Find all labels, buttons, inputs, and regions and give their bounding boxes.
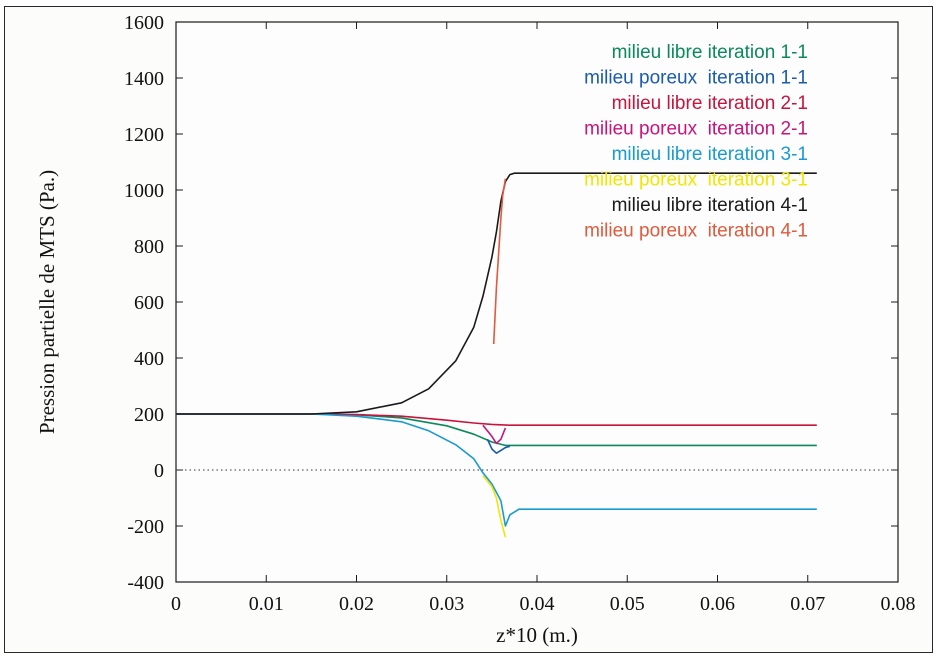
y-tick-label: 400 <box>134 348 164 370</box>
series-lines <box>176 172 817 538</box>
x-tick-label: 0.08 <box>881 593 916 615</box>
y-tick-label: 1200 <box>124 124 164 146</box>
y-tick-label: -200 <box>127 516 164 538</box>
series-line-7 <box>176 172 817 415</box>
x-tick-label: 0.03 <box>429 593 464 615</box>
plot-area <box>175 21 899 583</box>
y-tick-label: -400 <box>127 572 164 594</box>
y-tick-label: 200 <box>134 404 164 426</box>
x-tick-label: 0 <box>171 593 181 615</box>
series-line-8 <box>492 178 507 345</box>
legend-entry-3: milieu libre iteration 2-1 <box>612 93 808 114</box>
legend-entry-1: milieu libre iteration 1-1 <box>612 42 808 63</box>
legend-entry-6: milieu poreux iteration 3-1 <box>584 170 808 191</box>
legend-entry-8: milieu poreux iteration 4-1 <box>584 221 808 242</box>
y-tick-label: 0 <box>154 460 164 482</box>
y-tick-label: 1400 <box>124 68 164 90</box>
x-tick-label: 0.04 <box>520 593 555 615</box>
y-tick-label: 1600 <box>124 12 164 34</box>
legend-entry-2: milieu poreux iteration 1-1 <box>584 68 808 89</box>
y-tick-label: 600 <box>134 292 164 314</box>
y-tick-label: 800 <box>134 236 164 258</box>
series-line-4 <box>482 424 507 445</box>
y-tick-label: 1000 <box>124 180 164 202</box>
legend-entry-7: milieu libre iteration 4-1 <box>612 195 808 216</box>
x-tick-label: 0.07 <box>790 593 825 615</box>
axis-ticks: 0 0.01 0.02 0.03 0.04 0.05 0.06 0.07 0.08 -400 -20… <box>124 12 916 615</box>
series-line-2 <box>486 438 511 455</box>
x-axis-label: z*10 (m.) <box>496 623 578 647</box>
legend: milieu libre iteration 1-1 milieu poreux … <box>584 42 808 242</box>
y-axis-label: Pression partielle de MTS (Pa.) <box>35 170 59 434</box>
x-tick-label: 0.06 <box>700 593 735 615</box>
legend-entry-4: milieu poreux iteration 2-1 <box>584 119 808 140</box>
series-line-5 <box>176 413 817 527</box>
x-tick-label: 0.01 <box>249 593 284 615</box>
x-tick-label: 0.05 <box>610 593 645 615</box>
x-tick-label: 0.02 <box>339 593 374 615</box>
legend-entry-5: milieu libre iteration 3-1 <box>612 144 808 165</box>
series-line-6 <box>482 475 507 538</box>
